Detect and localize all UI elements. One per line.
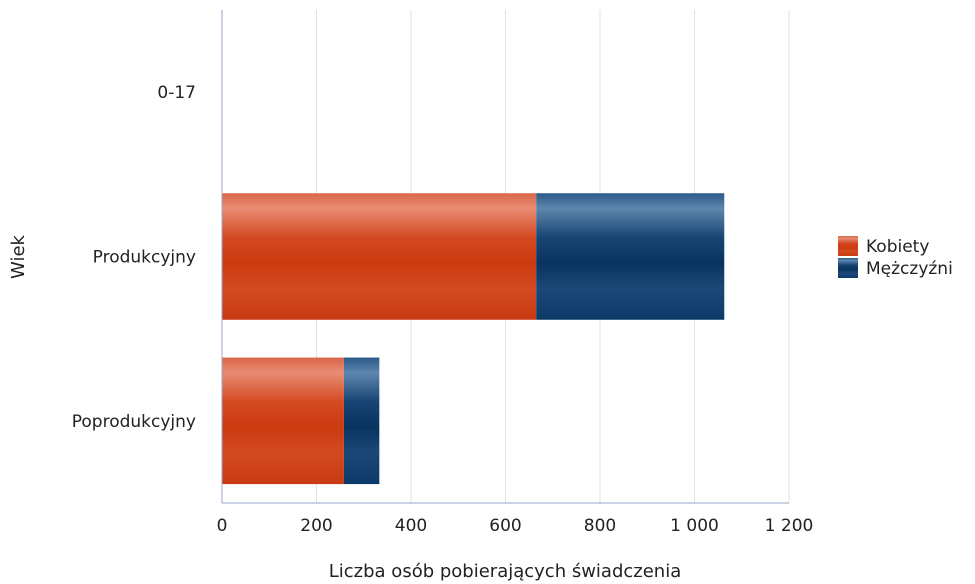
y-category-label: Produkcyjny	[93, 248, 196, 268]
x-tick-label: 600	[489, 516, 521, 536]
x-tick-label: 0	[217, 516, 228, 536]
legend-swatch	[838, 258, 858, 278]
x-tick-label: 400	[395, 516, 427, 536]
y-axis: 0-17 Produkcyjny Poprodukcyjny	[72, 83, 196, 432]
x-tick-label: 800	[584, 516, 616, 536]
x-tick-label: 200	[300, 516, 332, 536]
bar-mężczyźni	[536, 193, 725, 320]
x-axis: 0 200 400 600 800 1 000 1 200	[217, 10, 814, 536]
legend-swatch	[838, 236, 858, 256]
bar-mężczyźni	[343, 357, 380, 485]
bars	[222, 193, 725, 485]
legend-label: Kobiety	[866, 237, 929, 257]
y-category-label: 0-17	[157, 83, 196, 103]
bar-kobiety	[222, 357, 344, 485]
x-tick-label: 1 000	[670, 516, 719, 536]
x-tick-label: 1 200	[765, 516, 814, 536]
legend-label: Mężczyźni	[866, 259, 953, 279]
x-axis-title: Liczba osób pobierających świadczenia	[329, 561, 682, 582]
bar-kobiety	[222, 193, 537, 320]
y-category-label: Poprodukcyjny	[72, 412, 196, 432]
y-axis-title: Wiek	[8, 234, 29, 278]
